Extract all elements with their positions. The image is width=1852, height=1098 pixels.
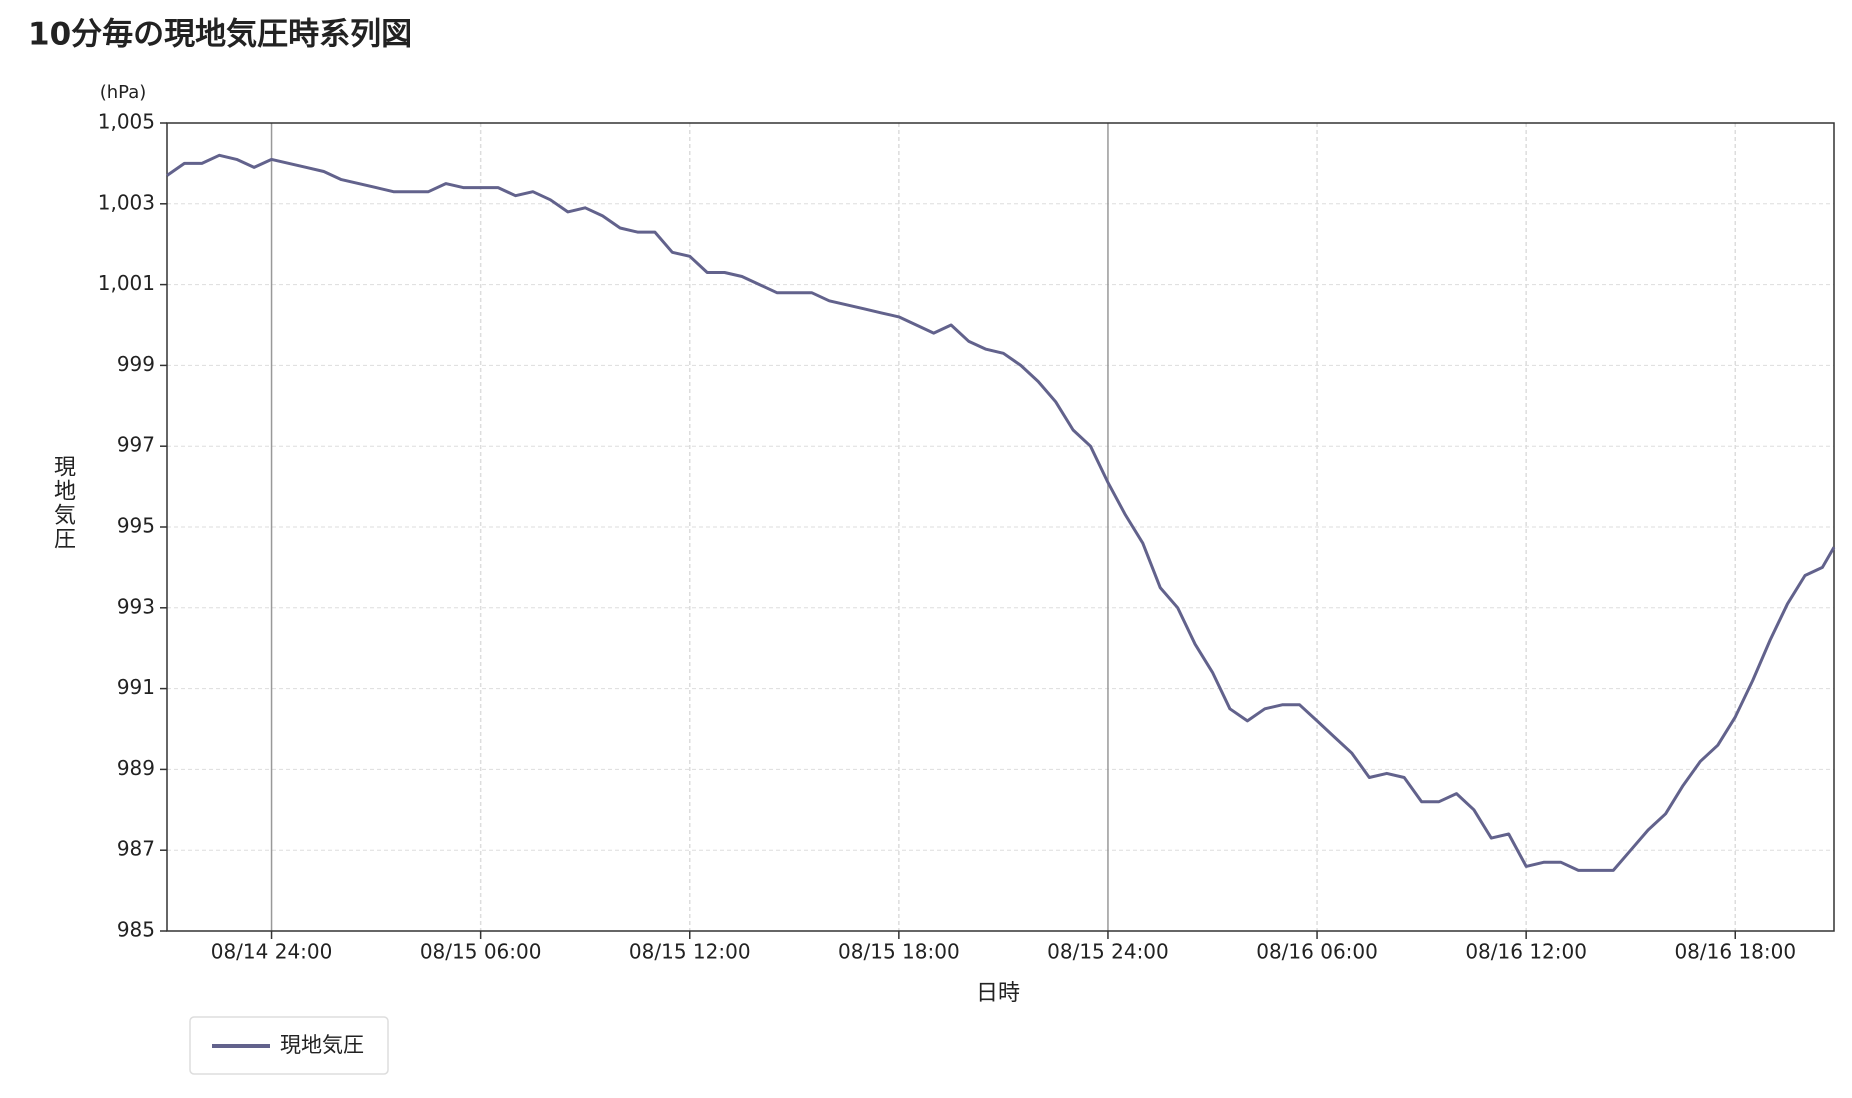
y-tick-label: 997: [117, 433, 155, 457]
y-tick-label: 995: [117, 514, 155, 538]
legend-label: 現地気圧: [280, 1033, 364, 1057]
y-tick-label: 989: [117, 756, 155, 780]
y-tick-label: 1,005: [98, 110, 155, 134]
y-unit: (hPa): [100, 82, 147, 103]
chart-title: 10分毎の現地気圧時系列図: [28, 17, 412, 53]
line-series: [166, 153, 1836, 872]
x-tick-label: 08/16 18:00: [1674, 940, 1796, 964]
x-tick-label: 08/15 06:00: [420, 940, 542, 964]
y-tick-label: 1,001: [98, 271, 155, 295]
y-tick-label: 999: [117, 352, 155, 376]
y-axis-title: 現地気圧: [50, 455, 76, 551]
plot-frame: [166, 122, 1835, 932]
legend-box: [189, 1016, 389, 1075]
x-tick-label: 08/14 24:00: [211, 940, 333, 964]
y-tick-label: 987: [117, 837, 155, 861]
x-tick-label: 08/16 12:00: [1465, 940, 1587, 964]
x-tick-label: 08/15 18:00: [838, 940, 960, 964]
x-tick-label: 08/15 24:00: [1047, 940, 1169, 964]
x-tick-label: 08/16 06:00: [1256, 940, 1378, 964]
x-tick-label: 08/15 12:00: [629, 940, 751, 964]
x-axis-title: 日時: [976, 981, 1020, 1006]
y-tick-label: 1,003: [98, 190, 155, 214]
y-tick-label: 985: [117, 918, 155, 942]
y-tick-label: 993: [117, 594, 155, 618]
y-tick-label: 991: [117, 675, 155, 699]
